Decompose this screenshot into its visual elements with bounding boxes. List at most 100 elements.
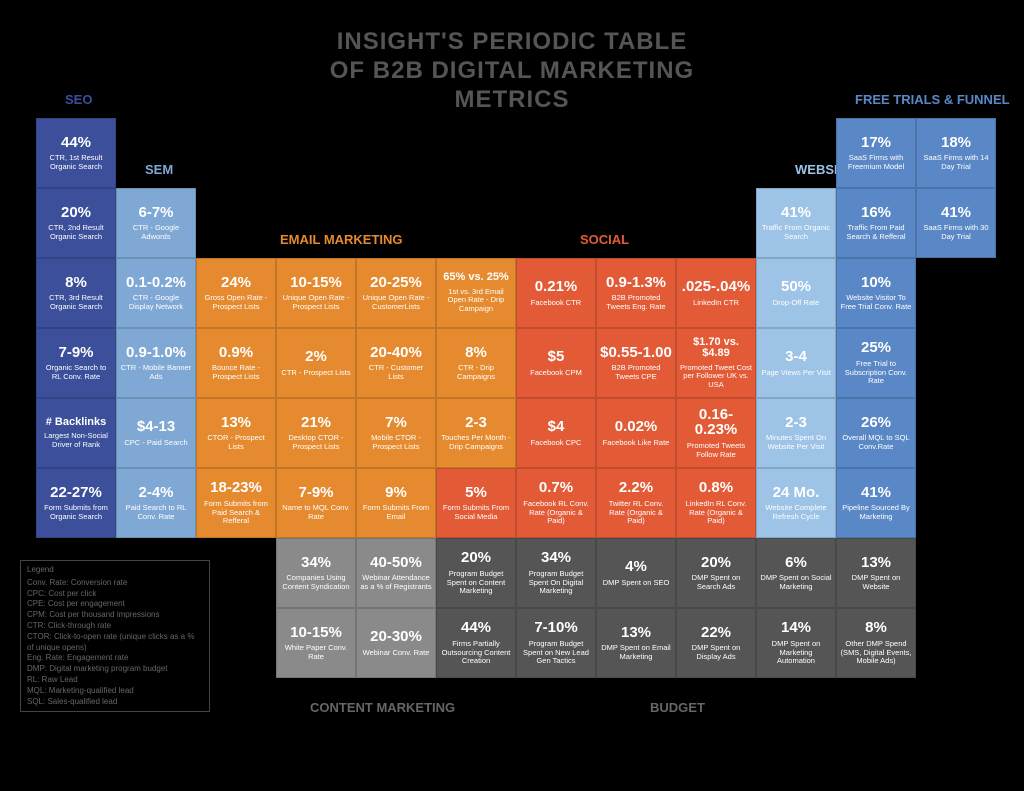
metric-value: 2.2%: [619, 480, 653, 496]
metric-label: DMP Spent on Website: [840, 574, 912, 591]
metric-label: Touches Per Month - Drip Campaigns: [440, 434, 512, 451]
legend-item: CPC: Cost per click: [27, 589, 203, 600]
metric-cell: 24%Gross Open Rate - Prospect Lists: [196, 258, 276, 328]
legend-box: Legend Conv. Rate: Conversion rateCPC: C…: [20, 560, 210, 712]
metric-value: 8%: [65, 275, 87, 291]
metric-label: CTR, 2nd Result Organic Search: [40, 224, 112, 241]
metric-value: .025-.04%: [682, 279, 750, 295]
metric-label: SaaS Firms with Freemium Model: [840, 154, 912, 171]
metric-cell: 0.1-0.2%CTR - Google Display Network: [116, 258, 196, 328]
metric-label: B2B Promoted Tweets CPE: [600, 364, 672, 381]
metric-value: 0.9-1.3%: [606, 275, 666, 291]
metric-value: 18-23%: [210, 480, 262, 496]
metric-value: 10-15%: [290, 625, 342, 641]
category-label: SEO: [65, 92, 92, 107]
metric-value: 13%: [621, 625, 651, 641]
metric-cell: 0.21% Facebook CTR: [516, 258, 596, 328]
metric-cell: 44%Firms Partially Outsourcing Content C…: [436, 608, 516, 678]
metric-value: 0.21%: [535, 279, 578, 295]
metric-cell: 6-7%CTR - Google Adwords: [116, 188, 196, 258]
metric-cell: 0.8%LinkedIn RL Conv. Rate (Organic & Pa…: [676, 468, 756, 538]
metric-value: 13%: [861, 555, 891, 571]
metric-cell: 26%Overall MQL to SQL Conv.Rate: [836, 398, 916, 468]
metric-cell: 0.02%Facebook Like Rate: [596, 398, 676, 468]
empty-cell: [916, 258, 996, 328]
metric-label: Traffic From Paid Search & Refferal: [840, 224, 912, 241]
metric-label: Pipeline Sourced By Marketing: [840, 504, 912, 521]
metric-label: Form Submits from Organic Search: [40, 504, 112, 521]
metric-value: 24 Mo.: [773, 485, 820, 501]
metric-value: 7-9%: [58, 345, 93, 361]
metric-label: Facebook RL Conv. Rate (Organic & Paid): [520, 500, 592, 526]
metric-value: 20-40%: [370, 345, 422, 361]
metric-label: Mobile CTOR - Prospect Lists: [360, 434, 432, 451]
metric-label: Other DMP Spend (SMS, Digital Events, Mo…: [840, 640, 912, 666]
metric-value: 20-30%: [370, 629, 422, 645]
metric-label: CTR, 1st Result Organic Search: [40, 154, 112, 171]
metric-value: 9%: [385, 485, 407, 501]
metric-label: CTR - Prospect Lists: [281, 369, 350, 378]
metric-cell: 20%Program Budget Spent on Content Marke…: [436, 538, 516, 608]
metric-cell: 22%DMP Spent on Display Ads: [676, 608, 756, 678]
metric-label: Form Submits from Paid Search & Refferal: [200, 500, 272, 526]
metric-label: DMP Spent on Email Marketing: [600, 644, 672, 661]
metric-value: 20-25%: [370, 275, 422, 291]
metric-value: 7%: [385, 415, 407, 431]
empty-cell: [276, 188, 356, 258]
legend-item: MQL: Marketing-qualified lead: [27, 686, 203, 697]
metric-label: LinkedIn RL Conv. Rate (Organic & Paid): [680, 500, 752, 526]
metric-value: 44%: [61, 135, 91, 151]
legend-title: Legend: [27, 565, 203, 576]
metric-value: 65% vs. 25%: [443, 272, 508, 284]
metric-label: Traffic From Organic Search: [760, 224, 832, 241]
metric-label: CTR - Google Adwords: [120, 224, 192, 241]
metric-value: 0.16-0.23%: [680, 407, 752, 439]
empty-cell: [276, 118, 356, 188]
metric-label: Page Views Per Visit: [761, 369, 830, 378]
metric-value: $1.70 vs. $4.89: [680, 337, 752, 360]
metric-value: 10%: [861, 275, 891, 291]
metric-label: CPC - Paid Search: [124, 439, 187, 448]
metric-label: Webinar Conv. Rate: [363, 649, 430, 658]
metric-cell: 22-27%Form Submits from Organic Search: [36, 468, 116, 538]
metric-value: 0.9%: [219, 345, 253, 361]
footer-label: BUDGET: [650, 700, 705, 715]
metric-cell: 17%SaaS Firms with Freemium Model: [836, 118, 916, 188]
metric-cell: 16%Traffic From Paid Search & Refferal: [836, 188, 916, 258]
empty-cell: [196, 118, 276, 188]
metric-cell: 3-4Page Views Per Visit: [756, 328, 836, 398]
metric-value: 26%: [861, 415, 891, 431]
metric-cell: 50%Drop-Off Rate: [756, 258, 836, 328]
empty-cell: [756, 118, 836, 188]
metric-label: DMP Spent on SEO: [603, 579, 670, 588]
metric-label: LinkedIn CTR: [693, 299, 739, 308]
metric-cell: # BacklinksLargest Non-Social Driver of …: [36, 398, 116, 468]
metric-label: SaaS Firms with 30 Day Trial: [920, 224, 992, 241]
metric-cell: 21%Desktop CTOR - Prospect Lists: [276, 398, 356, 468]
metric-cell: 34%Companies Using Content Syndication: [276, 538, 356, 608]
metric-cell: 24 Mo.Website Complete Refresh Cycle: [756, 468, 836, 538]
metric-value: $4-13: [137, 419, 175, 435]
metric-cell: $0.55-1.00 B2B Promoted Tweets CPE: [596, 328, 676, 398]
metric-cell: 20-40%CTR - Customer Lists: [356, 328, 436, 398]
metric-label: Promoted Tweet Cost per Follower UK vs. …: [680, 364, 752, 390]
legend-item: CPE: Cost per engagement: [27, 599, 203, 610]
metric-label: CTR, 3rd Result Organic Search: [40, 294, 112, 311]
metric-cell: 8%CTR - Drip Campaigns: [436, 328, 516, 398]
metric-label: Companies Using Content Syndication: [280, 574, 352, 591]
metric-value: $0.55-1.00: [600, 345, 672, 361]
metric-cell: 2-4%Paid Search to RL Conv. Rate: [116, 468, 196, 538]
metric-value: 41%: [861, 485, 891, 501]
empty-cell: [356, 188, 436, 258]
metric-cell: 0.9-1.3%B2B Promoted Tweets Eng. Rate: [596, 258, 676, 328]
metric-value: 24%: [221, 275, 251, 291]
legend-item: RL: Raw Lead: [27, 675, 203, 686]
metric-value: 25%: [861, 340, 891, 356]
metric-label: Facebook CTR: [531, 299, 581, 308]
metric-cell: 6%DMP Spent on Social Marketing: [756, 538, 836, 608]
metric-cell: 0.9-1.0%CTR - Mobile Banner Ads: [116, 328, 196, 398]
metric-value: # Backlinks: [46, 417, 107, 429]
empty-cell: [596, 118, 676, 188]
metric-label: Free Trial to Subscription Conv. Rate: [840, 360, 912, 386]
empty-cell: [916, 328, 996, 398]
